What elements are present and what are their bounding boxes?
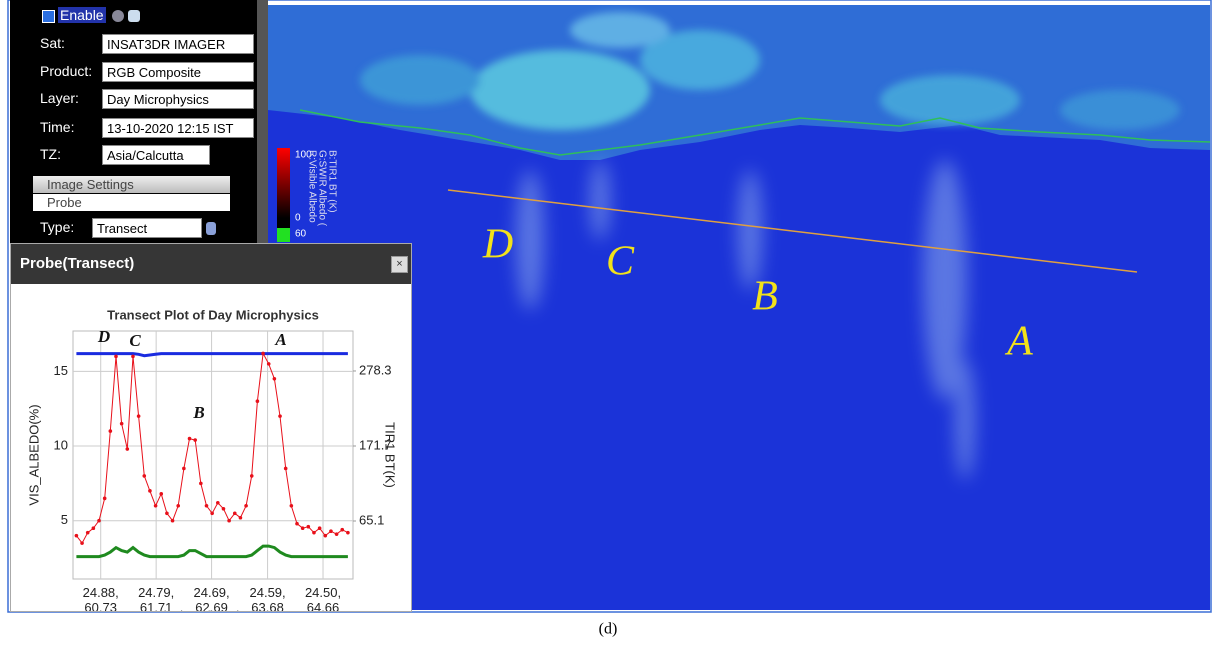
data-point bbox=[80, 541, 84, 545]
data-point bbox=[154, 504, 158, 508]
data-point bbox=[171, 519, 175, 523]
probe-header[interactable]: Probe bbox=[33, 194, 230, 211]
data-point bbox=[75, 534, 79, 538]
data-point bbox=[346, 531, 350, 535]
data-point bbox=[227, 519, 231, 523]
chart-annotation: C bbox=[129, 331, 141, 350]
field-label: Product: bbox=[40, 63, 92, 79]
colorbar-caption: G:SWIR Albedo ( bbox=[316, 150, 327, 227]
data-point bbox=[323, 534, 327, 538]
data-point bbox=[290, 504, 294, 508]
x-tick-label: 24.59, 63.68 bbox=[238, 585, 298, 612]
data-point bbox=[335, 532, 339, 536]
data-point bbox=[267, 362, 271, 366]
data-point bbox=[250, 474, 254, 478]
chart-annotation: D bbox=[97, 327, 110, 346]
data-point bbox=[92, 526, 96, 530]
field-input[interactable]: RGB Composite bbox=[102, 62, 254, 82]
field-label: Sat: bbox=[40, 35, 65, 51]
page: (d) 100060R:Visible AlbedoG:SWIR Albedo … bbox=[0, 0, 1217, 645]
enable-label: Enable bbox=[58, 7, 106, 23]
data-point bbox=[176, 504, 180, 508]
y-tick-label: 5 bbox=[61, 512, 68, 527]
data-point bbox=[261, 352, 265, 356]
y2-axis-label: TIR1 BT(K) bbox=[383, 422, 398, 488]
y2-tick-label: 65.1 bbox=[359, 512, 384, 527]
info-icon[interactable] bbox=[112, 10, 124, 22]
db-icon[interactable] bbox=[206, 222, 216, 235]
y2-tick-label: 278.3 bbox=[359, 362, 392, 377]
x-tick-label: 24.88, 60.73 bbox=[71, 585, 131, 612]
field-input[interactable]: Asia/Calcutta bbox=[102, 145, 210, 165]
data-point bbox=[97, 519, 101, 523]
map-annotation: B bbox=[752, 274, 778, 320]
chart: Transect Plot of Day Microphysics 5 10 15 65… bbox=[11, 244, 412, 612]
data-point bbox=[159, 492, 163, 496]
data-point bbox=[216, 501, 220, 505]
map-annotation: A bbox=[1004, 319, 1033, 365]
image-settings-header[interactable]: Image Settings bbox=[33, 176, 230, 193]
type-label: Type: bbox=[40, 219, 74, 235]
data-point bbox=[233, 511, 237, 515]
caption: (d) bbox=[599, 621, 618, 638]
data-point bbox=[137, 414, 141, 418]
map-annotation: D bbox=[482, 222, 513, 268]
x-tick-label: 24.79, 61.71 bbox=[126, 585, 186, 612]
field-label: Time: bbox=[40, 119, 74, 135]
data-point bbox=[244, 504, 248, 508]
x-tick-label: 24.69, 62.69 bbox=[182, 585, 242, 612]
probe-popup: Probe(Transect) × Transect Plot of Day M… bbox=[10, 243, 412, 612]
data-point bbox=[126, 447, 130, 451]
data-point bbox=[222, 507, 226, 511]
colorbar-label: 60 bbox=[295, 229, 307, 240]
colorbar-label: 0 bbox=[295, 213, 301, 224]
data-point bbox=[114, 355, 118, 359]
field-label: Layer: bbox=[40, 90, 79, 106]
data-point bbox=[188, 437, 192, 441]
data-point bbox=[148, 489, 152, 493]
data-point bbox=[239, 516, 243, 520]
data-point bbox=[86, 531, 90, 535]
data-point bbox=[301, 526, 305, 530]
data-point bbox=[256, 399, 260, 403]
data-point bbox=[205, 504, 209, 508]
type-select[interactable]: Transect bbox=[92, 218, 202, 238]
data-point bbox=[120, 422, 124, 426]
data-point bbox=[109, 429, 113, 433]
data-point bbox=[131, 355, 135, 359]
refresh-icon[interactable] bbox=[128, 10, 140, 22]
field-input[interactable]: INSAT3DR IMAGER bbox=[102, 34, 254, 54]
y-axis-label: VIS_ALBEDO(%) bbox=[26, 404, 41, 505]
field-label: TZ: bbox=[40, 146, 61, 162]
data-point bbox=[273, 377, 277, 381]
field-input[interactable]: 13-10-2020 12:15 IST bbox=[102, 118, 254, 138]
map-annotation: C bbox=[606, 239, 635, 285]
x-tick-label: 24.50, 64.66 bbox=[293, 585, 353, 612]
data-point bbox=[199, 482, 203, 486]
enable-checkbox[interactable] bbox=[42, 10, 55, 23]
data-point bbox=[340, 528, 344, 532]
y-tick-label: 15 bbox=[54, 363, 68, 378]
data-point bbox=[278, 414, 282, 418]
data-point bbox=[182, 467, 186, 471]
data-point bbox=[142, 474, 146, 478]
data-point bbox=[312, 531, 316, 535]
data-point bbox=[329, 529, 333, 533]
field-input[interactable]: Day Microphysics bbox=[102, 89, 254, 109]
colorbar-caption: B:TIR1 BT (K) bbox=[326, 150, 337, 213]
chart-title: Transect Plot of Day Microphysics bbox=[107, 307, 319, 322]
data-point bbox=[284, 467, 288, 471]
data-point bbox=[307, 525, 311, 529]
colorbar-caption: R:Visible Albedo bbox=[306, 150, 317, 223]
data-point bbox=[295, 522, 299, 526]
chart-annotation: B bbox=[192, 403, 204, 422]
data-point bbox=[210, 511, 214, 515]
y-tick-label: 10 bbox=[54, 437, 68, 452]
data-point bbox=[193, 438, 197, 442]
data-point bbox=[318, 526, 322, 530]
data-point bbox=[165, 511, 169, 515]
chart-annotation: A bbox=[274, 330, 286, 349]
data-point bbox=[103, 497, 107, 501]
